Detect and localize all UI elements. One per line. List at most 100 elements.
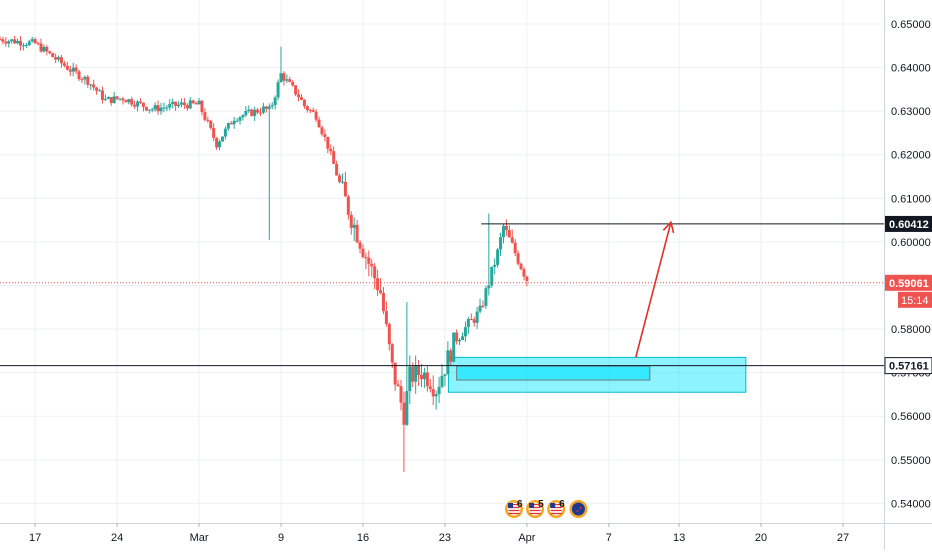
candle-body xyxy=(212,127,216,138)
candle-body xyxy=(355,224,359,243)
candle-body xyxy=(282,73,286,81)
candle-body xyxy=(4,41,8,44)
candle-body xyxy=(297,94,301,98)
candle-body xyxy=(159,107,163,112)
candle-body xyxy=(437,386,441,395)
candle-body xyxy=(1,39,5,42)
candle-body xyxy=(150,109,154,111)
candle-body xyxy=(130,99,134,105)
candle-body xyxy=(305,106,309,110)
candle-body xyxy=(256,109,260,113)
candle-body xyxy=(80,79,84,81)
y-tick-label: 0.65000 xyxy=(891,19,931,31)
candle-body xyxy=(417,365,421,375)
candle-body xyxy=(209,120,213,128)
candle-body xyxy=(0,39,2,41)
candle-body xyxy=(42,46,46,52)
candle-body xyxy=(241,115,245,118)
candle-body xyxy=(30,39,34,42)
event-star xyxy=(576,510,579,512)
candle-body xyxy=(379,290,383,293)
candle-body xyxy=(299,97,303,100)
candle-body xyxy=(411,366,415,382)
candle-body xyxy=(45,46,49,52)
y-tick-label: 0.60000 xyxy=(891,237,931,249)
x-tick-label: 16 xyxy=(357,532,369,544)
candle-body xyxy=(367,257,371,264)
candle-body xyxy=(253,109,257,116)
candle-body xyxy=(443,374,447,376)
candle-body xyxy=(358,242,362,249)
candle-body xyxy=(496,249,500,265)
candle-body xyxy=(247,109,251,111)
x-tick-label: 17 xyxy=(29,532,41,544)
current-price-label: 0.59061 xyxy=(889,278,929,290)
candle-body xyxy=(390,344,394,363)
candle-body xyxy=(136,101,140,107)
candle-body xyxy=(179,102,183,105)
candle-body xyxy=(446,350,450,375)
x-tick-label: 20 xyxy=(755,532,767,544)
candle-body xyxy=(261,106,265,113)
y-tick-label: 0.62000 xyxy=(891,150,931,162)
candle-body xyxy=(21,45,25,47)
candle-body xyxy=(458,339,462,342)
demand-zone-inner xyxy=(456,365,651,381)
candle-body xyxy=(250,109,254,116)
countdown-label: 15:14 xyxy=(901,295,929,307)
candle-body xyxy=(226,123,230,129)
candle-body xyxy=(65,65,69,70)
candle-body xyxy=(59,57,63,64)
candle-body xyxy=(141,102,145,107)
y-tick-label: 0.54000 xyxy=(891,498,931,510)
resistance-price-label: 0.60412 xyxy=(889,219,929,231)
candle-body xyxy=(218,141,222,148)
us-flag-icon: 5 xyxy=(526,499,545,518)
candle-body xyxy=(115,96,119,99)
candle-body xyxy=(36,43,40,45)
candle-body xyxy=(302,99,306,107)
demand-zone xyxy=(447,356,747,393)
candle-body xyxy=(352,224,356,228)
candle-body xyxy=(326,136,330,149)
y-tick-label: 0.58000 xyxy=(891,324,931,336)
x-tick-label: 13 xyxy=(673,532,685,544)
candle-body xyxy=(335,163,339,176)
candle-body xyxy=(18,40,22,46)
candle-body xyxy=(422,372,426,380)
candle-body xyxy=(349,214,353,228)
candle-body xyxy=(264,106,268,109)
candle-body xyxy=(112,96,116,104)
candle-body xyxy=(133,104,137,107)
candle-body xyxy=(434,394,438,397)
y-tick-label: 0.55000 xyxy=(891,455,931,467)
candle-body xyxy=(294,85,298,95)
candle-body xyxy=(475,311,479,323)
candle-body xyxy=(501,225,505,238)
y-tick-label: 0.64000 xyxy=(891,63,931,75)
candle-body xyxy=(223,128,227,137)
candle-body xyxy=(103,98,107,100)
candle-body xyxy=(399,386,403,403)
candles xyxy=(0,35,529,473)
candle-body xyxy=(329,148,333,152)
y-tick-label: 0.56000 xyxy=(891,411,931,423)
x-tick-label: Apr xyxy=(518,532,535,544)
candle-body xyxy=(431,389,435,397)
candle-body xyxy=(308,109,312,111)
us-flag-icon: 6 xyxy=(547,499,566,518)
candle-body xyxy=(519,263,523,270)
event-count: 5 xyxy=(538,499,544,510)
candle-body xyxy=(24,45,28,47)
candle-body xyxy=(314,111,318,120)
candle-body xyxy=(171,101,175,104)
candle-body xyxy=(384,311,388,324)
candle-body xyxy=(428,386,432,390)
candle-body xyxy=(270,105,274,107)
candle-body xyxy=(147,109,151,111)
candle-body xyxy=(68,69,72,72)
candle-body xyxy=(232,120,236,125)
